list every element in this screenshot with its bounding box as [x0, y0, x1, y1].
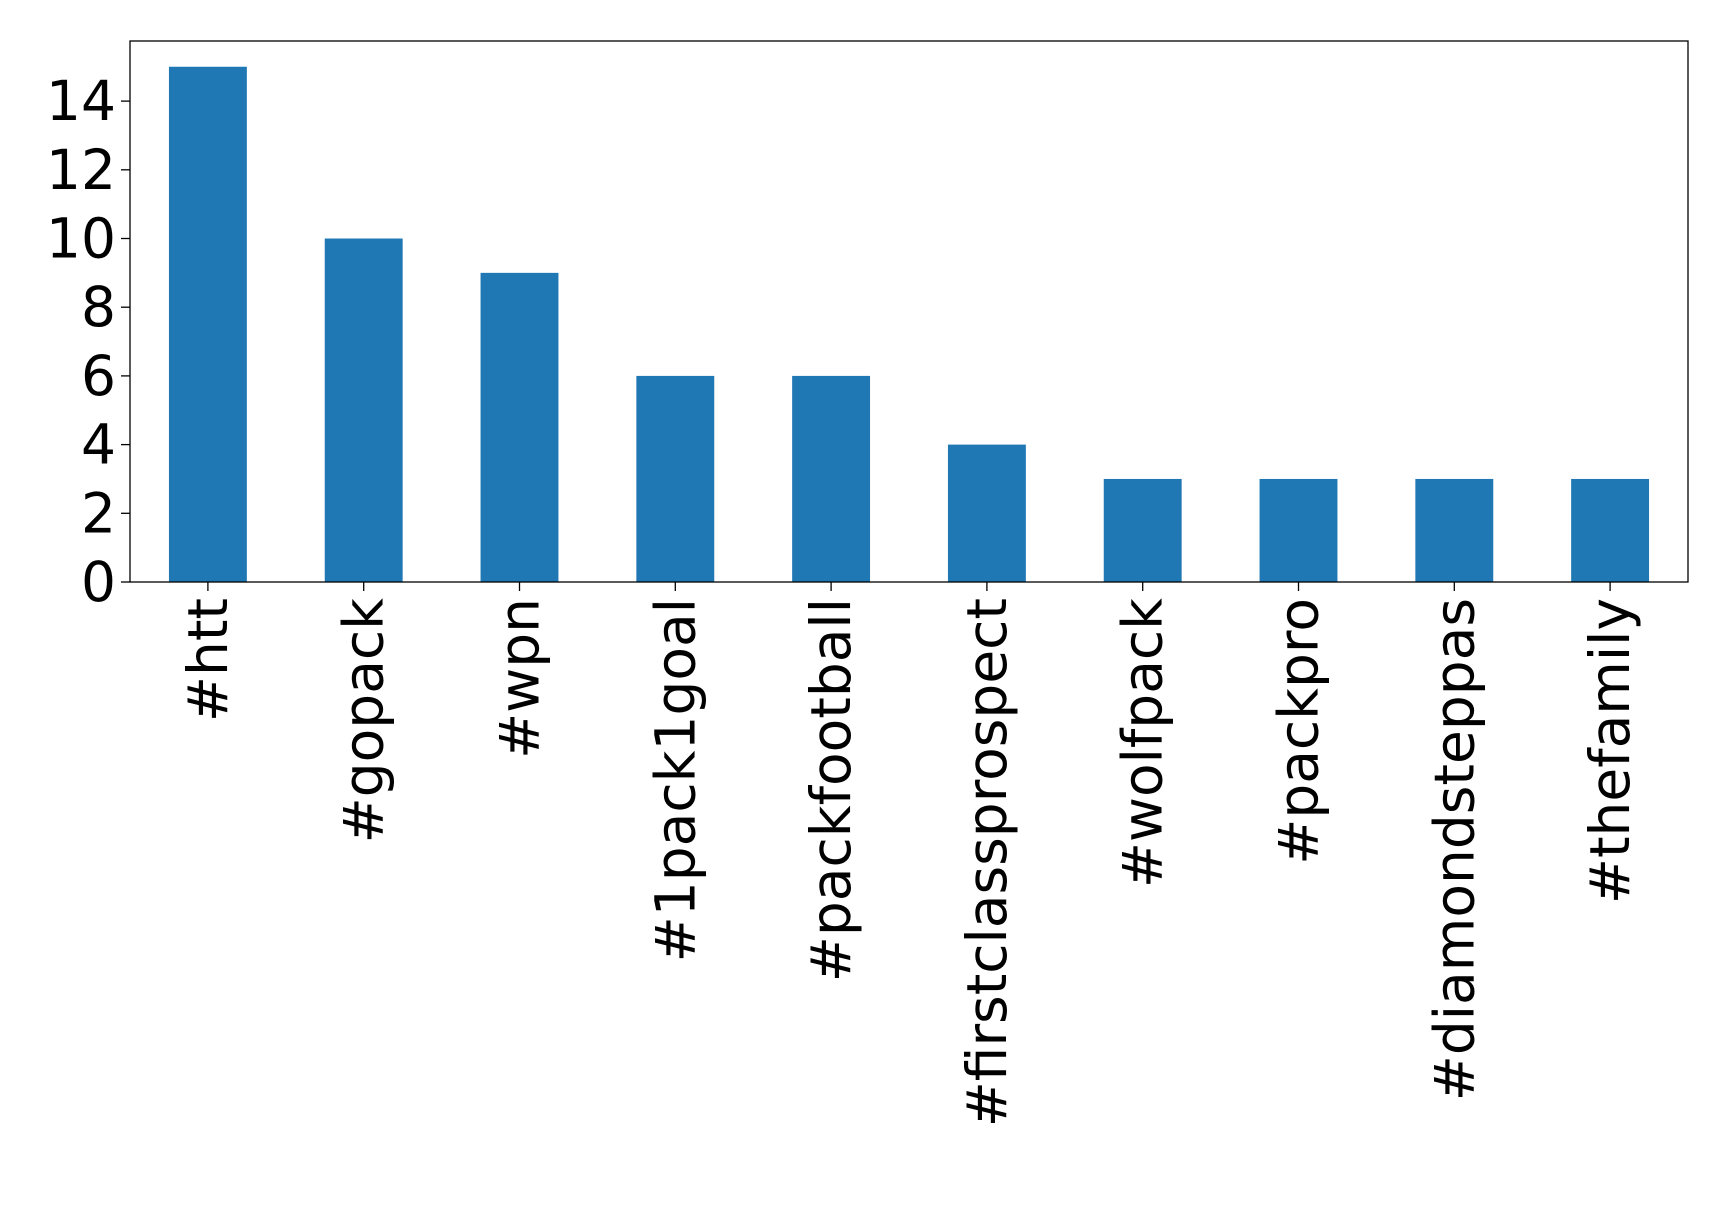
y-tick-label: 10 — [46, 207, 116, 271]
x-tick-label: #wpn — [488, 598, 552, 759]
y-tick-label: 4 — [81, 413, 116, 477]
bar — [324, 238, 403, 582]
y-tick-label: 2 — [81, 481, 116, 545]
x-tick-label: #packpro — [1267, 598, 1331, 865]
x-tick-label: #diamondsteppas — [1422, 598, 1486, 1101]
x-tick-label: #thefamily — [1578, 598, 1642, 904]
y-tick-label: 8 — [81, 275, 116, 339]
bar — [168, 66, 247, 582]
bar — [947, 444, 1026, 582]
bar — [792, 375, 871, 582]
x-tick-label: #firstclassprospect — [955, 598, 1019, 1127]
bar — [1415, 478, 1494, 582]
x-tick-label: #packfootball — [799, 598, 863, 982]
x-tick-label: #htt — [176, 598, 240, 722]
bar — [1259, 478, 1338, 582]
y-tick-label: 0 — [81, 550, 116, 614]
y-tick-label: 12 — [46, 138, 116, 202]
bar — [1571, 478, 1650, 582]
bar — [480, 272, 559, 582]
y-tick-label: 14 — [46, 69, 116, 133]
y-tick-label: 6 — [81, 344, 116, 408]
x-tick-label: #gopack — [332, 598, 396, 844]
bar — [1103, 478, 1182, 582]
x-tick-label: #wolfpack — [1111, 598, 1175, 888]
x-tick-label: #1pack1goal — [643, 598, 707, 962]
bar — [636, 375, 715, 582]
plot-frame — [129, 40, 1689, 583]
